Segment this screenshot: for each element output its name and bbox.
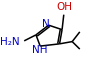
Text: NH: NH bbox=[32, 45, 47, 55]
Text: OH: OH bbox=[57, 2, 73, 12]
Text: H₂N: H₂N bbox=[0, 37, 20, 47]
Text: N: N bbox=[42, 19, 50, 29]
